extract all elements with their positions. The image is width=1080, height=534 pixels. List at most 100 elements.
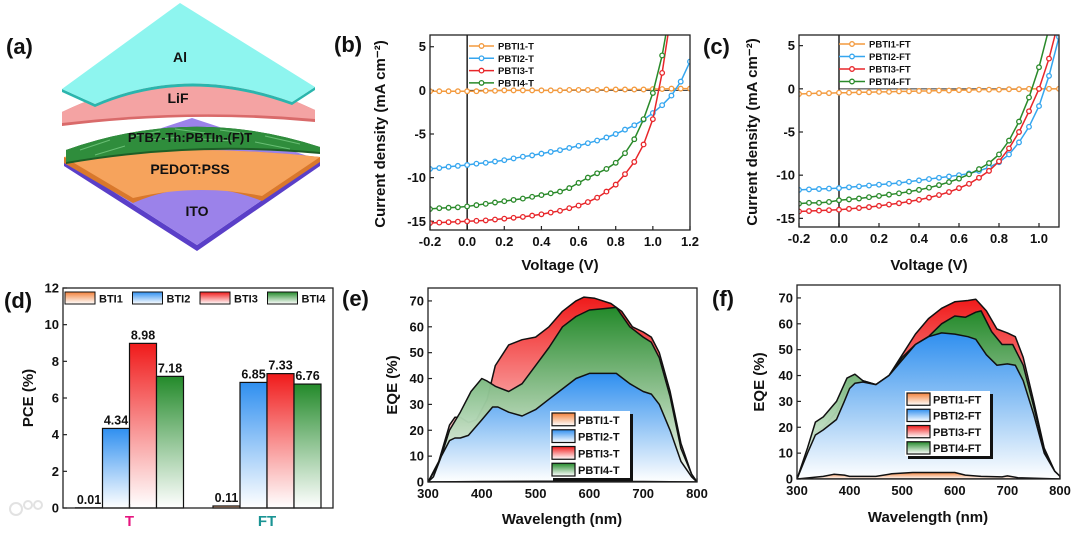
- panel-label-e: (e): [342, 286, 369, 311]
- watermark-logo: [9, 500, 43, 516]
- data-point: [464, 203, 471, 210]
- data-point: [612, 86, 619, 93]
- data-point: [668, 85, 675, 92]
- data-point: [976, 86, 982, 93]
- data-point: [986, 86, 992, 93]
- data-point: [492, 87, 498, 94]
- data-point: [836, 197, 842, 204]
- data-point: [501, 198, 508, 205]
- x-axis-label: Voltage (V): [521, 257, 598, 274]
- series-line-PBTI4-FT: [799, 35, 1049, 205]
- data-point: [816, 186, 822, 192]
- y-axis-label: Current density (mA cm⁻²): [744, 38, 761, 225]
- data-point: [519, 153, 526, 160]
- data-point: [966, 180, 972, 187]
- data-point: [896, 200, 902, 207]
- y-tick-label: -15: [407, 214, 426, 229]
- y-tick-label: 5: [419, 39, 426, 54]
- legend-label: PBTI2-FT: [933, 411, 982, 423]
- data-point: [538, 87, 545, 94]
- legend-swatch: [906, 408, 931, 423]
- legend-swatch: [551, 445, 576, 460]
- data-point: [826, 185, 832, 192]
- y-tick-label: 20: [779, 420, 793, 435]
- data-point: [538, 192, 545, 199]
- data-point: [594, 86, 601, 93]
- legend-swatch: [906, 441, 931, 455]
- x-tick-label: 0.0: [830, 231, 848, 246]
- x-tick-label: 300: [417, 486, 439, 501]
- chart-e: 0 10 20 30 40 50 60 70 300 400 500 600 700 800 Wavelen…: [384, 287, 708, 528]
- x-tick-label: 0.8: [607, 234, 625, 249]
- legend-marker: [849, 66, 855, 72]
- data-point: [906, 198, 912, 205]
- charts: -15 -10 -5 0 5 -0.2 0.0 0.2 0.4 0.6 0.8 1.0 1.2 Volta…: [20, 10, 1071, 530]
- data-point: [575, 86, 582, 93]
- data-point: [529, 87, 536, 94]
- y-tick-label: 0: [52, 501, 59, 516]
- chart-c: -15 -10 -5 0 5 -0.2 0.0 0.2 0.4 0.6 0.8 1.0 Voltage …: [744, 17, 1062, 274]
- data-point: [584, 174, 591, 181]
- data-point: [876, 88, 882, 95]
- legend-label: PBTI2-T: [578, 432, 620, 444]
- y-axis-label: Current density (mA cm⁻²): [372, 40, 389, 227]
- data-point: [916, 88, 922, 94]
- plot-frame: [796, 284, 1061, 480]
- x-tick-label: 0.2: [870, 231, 888, 246]
- data-point: [876, 192, 882, 199]
- y-tick-label: 10: [410, 449, 424, 464]
- data-point: [936, 192, 942, 198]
- x-tick-label: 0.2: [495, 234, 513, 249]
- layer-label-ito: ITO: [185, 203, 208, 219]
- data-point: [836, 185, 842, 192]
- data-point: [1047, 26, 1052, 31]
- data-point: [846, 184, 852, 191]
- data-point: [1057, 17, 1062, 22]
- data-point: [866, 204, 872, 211]
- legend-label: BTI3: [234, 294, 258, 306]
- legend-marker: [478, 43, 485, 49]
- data-point: [806, 90, 812, 97]
- data-point: [669, 10, 674, 15]
- bar-value-label: 8.98: [131, 328, 155, 342]
- y-tick-label: 70: [410, 293, 424, 308]
- data-point: [538, 150, 545, 157]
- data-point: [1036, 103, 1042, 110]
- x-tick-label: 1.0: [1030, 231, 1048, 246]
- x-tick-label: 0.6: [950, 231, 968, 246]
- data-point: [547, 190, 554, 197]
- data-point: [501, 87, 508, 94]
- data-point: [631, 86, 638, 93]
- data-point: [557, 188, 563, 195]
- data-point: [659, 69, 666, 76]
- data-point: [1026, 123, 1032, 130]
- data-point: [986, 160, 992, 167]
- data-point: [649, 116, 656, 123]
- legend-swatch: [64, 291, 96, 305]
- bar-value-label: 7.18: [158, 361, 182, 375]
- x-tick-label: 0.8: [990, 231, 1008, 246]
- data-point: [846, 205, 852, 212]
- data-point: [906, 188, 912, 195]
- data-point: [492, 216, 498, 223]
- data-point: [956, 175, 962, 182]
- data-point: [510, 155, 517, 162]
- data-point: [464, 88, 471, 95]
- data-point: [926, 88, 932, 94]
- data-point: [445, 204, 452, 211]
- data-point: [856, 205, 862, 211]
- data-point: [1006, 151, 1012, 158]
- data-point: [856, 195, 862, 202]
- data-point: [996, 151, 1002, 158]
- layer-label-pedot: PEDOT:PSS: [150, 161, 229, 177]
- y-tick-label: 0: [419, 83, 426, 98]
- y-tick-label: -10: [407, 170, 426, 185]
- legend-label: PBTI3-T: [498, 66, 534, 77]
- x-tick-label: 1.2: [681, 234, 699, 249]
- pedot-layer: [64, 150, 320, 198]
- data-point: [886, 180, 892, 187]
- bar-BTI2-FT: [239, 381, 268, 509]
- data-point: [547, 87, 554, 94]
- data-point: [473, 88, 480, 95]
